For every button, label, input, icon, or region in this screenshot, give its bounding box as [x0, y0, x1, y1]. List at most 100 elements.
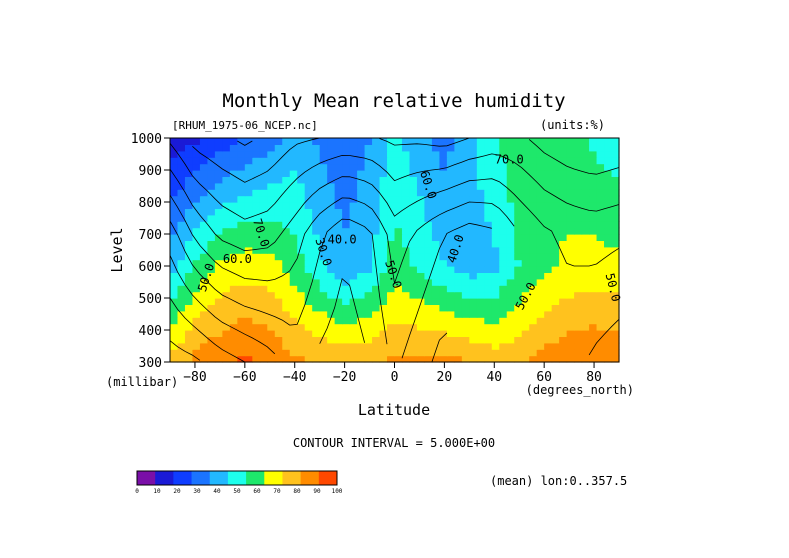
field-cell	[237, 323, 246, 331]
field-cell	[274, 253, 283, 261]
field-cell	[551, 163, 560, 171]
field-cell	[551, 317, 560, 325]
field-cell	[499, 208, 508, 216]
field-cell	[469, 278, 478, 286]
field-cell	[469, 202, 478, 209]
field-cell	[184, 221, 194, 229]
field-cell	[282, 202, 291, 209]
field-cell	[192, 157, 201, 165]
field-cell	[476, 304, 485, 312]
field-cell	[544, 259, 553, 267]
field-cell	[259, 259, 268, 267]
field-cell	[439, 355, 448, 363]
field-cell	[304, 246, 313, 254]
field-cell	[401, 285, 411, 293]
field-cell	[244, 259, 253, 267]
field-cell	[596, 202, 605, 209]
field-cell	[604, 278, 613, 286]
field-cell	[604, 176, 613, 184]
field-cell	[312, 253, 321, 261]
field-cell	[357, 349, 366, 357]
field-cell	[170, 349, 179, 357]
field-cell	[199, 227, 209, 235]
field-cell	[544, 170, 553, 177]
field-cell	[364, 317, 373, 325]
field-cell	[611, 272, 620, 280]
field-cell	[372, 349, 381, 357]
field-cell	[589, 221, 598, 229]
field-cell	[454, 163, 463, 171]
field-cell	[484, 278, 493, 286]
field-cell	[394, 298, 403, 305]
field-cell	[514, 138, 523, 145]
field-cell	[551, 138, 560, 145]
field-cell	[574, 150, 583, 158]
field-cell	[327, 349, 336, 357]
field-cell	[424, 150, 433, 158]
field-cell	[499, 202, 508, 209]
field-cell	[589, 144, 598, 152]
field-cell	[372, 195, 381, 203]
field-cell	[312, 170, 321, 177]
field-cell	[357, 330, 366, 337]
field-cell	[424, 170, 433, 177]
field-cell	[229, 259, 238, 267]
field-cell	[372, 240, 381, 248]
field-cell	[461, 202, 470, 209]
field-cell	[394, 157, 403, 165]
field-cell	[214, 214, 223, 222]
field-cell	[469, 144, 478, 152]
field-cell	[327, 170, 336, 177]
field-cell	[581, 310, 590, 318]
field-cell	[529, 195, 538, 203]
field-cell	[372, 272, 381, 280]
field-cell	[387, 227, 396, 235]
field-cell	[476, 330, 485, 337]
field-cell	[566, 278, 575, 286]
field-cell	[604, 157, 613, 165]
field-cell	[461, 349, 470, 357]
field-cell	[192, 336, 201, 344]
field-cell	[529, 291, 538, 299]
field-cell	[319, 234, 328, 241]
field-cell	[349, 221, 358, 229]
field-cell	[431, 304, 440, 312]
field-cell	[170, 323, 179, 331]
field-cell	[506, 342, 515, 350]
field-cell	[259, 336, 268, 344]
field-cell	[274, 227, 283, 235]
field-cell	[387, 176, 396, 184]
field-cell	[184, 272, 194, 280]
field-cell	[559, 342, 568, 350]
field-cell	[289, 208, 298, 216]
field-cell	[476, 272, 485, 280]
field-cell	[439, 163, 448, 171]
field-cell	[461, 189, 470, 197]
field-cell	[476, 278, 485, 286]
field-cell	[349, 310, 358, 318]
field-cell	[484, 240, 493, 248]
field-cell	[514, 240, 523, 248]
field-cell	[319, 138, 328, 145]
field-cell	[357, 298, 366, 305]
field-cell	[416, 272, 426, 280]
field-cell	[596, 253, 605, 261]
field-cell	[394, 240, 403, 248]
field-cell	[401, 349, 411, 357]
field-cell	[229, 234, 238, 241]
contour-line	[169, 255, 448, 363]
field-cell	[297, 259, 306, 267]
field-cell	[282, 240, 291, 248]
field-cell	[484, 317, 493, 325]
field-cell	[401, 221, 411, 229]
field-cell	[319, 323, 328, 331]
field-cell	[357, 150, 366, 158]
field-cell	[461, 355, 470, 363]
field-cell	[574, 304, 583, 312]
field-cell	[446, 310, 455, 318]
field-cell	[372, 150, 381, 158]
field-cell	[259, 240, 268, 248]
field-cell	[207, 170, 216, 177]
field-cell	[184, 330, 194, 337]
field-cell	[229, 349, 238, 357]
